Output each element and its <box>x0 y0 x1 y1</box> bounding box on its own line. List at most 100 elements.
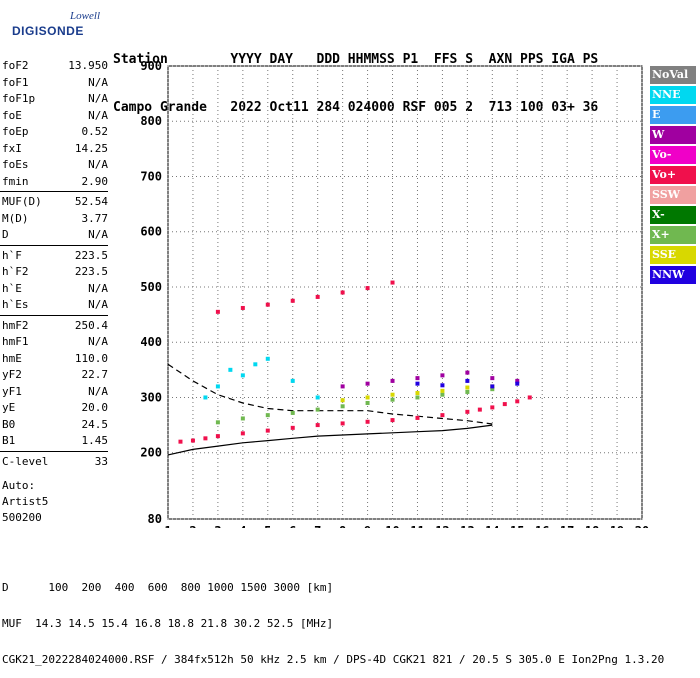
header-values: Campo Grande 2022 Oct11 284 024000 RSF 0… <box>113 100 599 115</box>
data-point <box>290 410 295 415</box>
param-row: yF2 22.7 <box>2 367 108 383</box>
footer-d-row: D 100 200 400 600 800 1000 1500 3000 [km… <box>2 581 334 594</box>
param-value: 22.7 <box>81 368 109 381</box>
data-point <box>515 399 520 404</box>
data-point <box>215 434 220 439</box>
x-tick-label: 13 <box>460 524 474 528</box>
param-name: foE <box>2 108 22 122</box>
param-value: 13.950 <box>68 59 108 72</box>
x-tick-label: 9 <box>364 524 371 528</box>
data-point <box>440 373 445 378</box>
logo-line1: Lowell <box>70 10 100 22</box>
param-value: 1.45 <box>81 434 109 447</box>
auto-line: Auto: <box>2 479 36 492</box>
x-tick-label: 15 <box>510 524 524 528</box>
y-tick-label: 800 <box>140 114 162 128</box>
data-point <box>240 416 245 421</box>
param-row: MUF(D) 52.54 <box>2 194 108 210</box>
legend-item: NoVal <box>650 66 696 84</box>
data-point <box>203 395 208 400</box>
data-point <box>415 376 420 381</box>
param-row: D N/A <box>2 227 108 243</box>
data-point <box>190 438 195 443</box>
param-row: foF1p N/A <box>2 91 108 107</box>
param-value: N/A <box>88 298 108 311</box>
param-value: N/A <box>88 384 108 398</box>
x-tick-label: 1 <box>164 524 171 528</box>
param-value: 20.0 <box>81 401 109 414</box>
data-point <box>253 362 258 367</box>
data-point <box>340 384 345 389</box>
param-name: hmF1 <box>2 335 29 348</box>
param-row: fmin 2.90 <box>2 174 108 190</box>
param-name: h`F <box>2 248 22 262</box>
y-tick-label: 200 <box>140 446 162 460</box>
param-row: foEs N/A <box>2 157 108 173</box>
param-row: B0 24.5 <box>2 417 108 433</box>
logo-line2: DIGISONDE <box>12 24 84 38</box>
x-tick-label: 16 <box>535 524 549 528</box>
data-point <box>240 305 245 310</box>
data-point <box>440 392 445 397</box>
legend: NoVal NNE E W Vo- Vo+ SSW X- X+ SSE NNW <box>650 66 696 286</box>
param-value: N/A <box>88 92 108 105</box>
data-point <box>315 294 320 299</box>
param-value: 14.25 <box>74 141 108 155</box>
param-value: 250.4 <box>74 318 108 332</box>
param-value: N/A <box>88 228 108 241</box>
legend-item: X- <box>650 206 696 224</box>
param-name: B1 <box>2 434 16 447</box>
data-point <box>290 378 295 383</box>
x-tick-label: 20 <box>635 524 649 528</box>
param-row: h`F 223.5 <box>2 248 108 264</box>
data-point <box>178 439 183 444</box>
param-name: foF1p <box>2 92 36 105</box>
station-header: Station YYYY DAY DDD HHMMSS P1 FFS S AXN… <box>113 20 693 132</box>
data-point <box>465 378 470 383</box>
x-tick-label: 19 <box>610 524 624 528</box>
data-point <box>390 378 395 383</box>
auto-line: 500200 <box>2 511 42 524</box>
data-point <box>315 395 320 400</box>
param-name: M(D) <box>2 211 29 225</box>
param-row: h`F2 223.5 <box>2 264 108 280</box>
data-point <box>203 436 208 441</box>
data-point <box>527 395 532 400</box>
data-point <box>440 383 445 388</box>
param-value: 33 <box>94 454 108 468</box>
param-value: 110.0 <box>74 351 108 365</box>
data-point <box>515 381 520 386</box>
x-tick-label: 8 <box>339 524 346 528</box>
data-point <box>340 404 345 409</box>
param-value: 52.54 <box>74 195 108 208</box>
data-point <box>465 409 470 414</box>
data-point <box>365 286 370 291</box>
data-point <box>502 402 507 407</box>
axis-ticks: 1234567891011121314151617181920802003004… <box>140 59 649 528</box>
param-value: N/A <box>88 158 108 171</box>
param-name: foEp <box>2 125 29 138</box>
param-value: 3.77 <box>81 211 109 225</box>
y-tick-label: 400 <box>140 335 162 349</box>
data-point <box>465 370 470 375</box>
param-name: h`E <box>2 281 22 295</box>
data-point <box>365 400 370 405</box>
data-point <box>440 413 445 418</box>
y-tick-label: 900 <box>140 59 162 73</box>
data-point <box>415 415 420 420</box>
data-point <box>390 392 395 397</box>
param-name: foF2 <box>2 59 29 72</box>
param-row: h`E N/A <box>2 281 108 297</box>
data-point <box>265 428 270 433</box>
legend-item: SSE <box>650 246 696 264</box>
data-point <box>390 418 395 423</box>
data-point <box>365 419 370 424</box>
param-value: 223.5 <box>74 265 108 278</box>
param-name: MUF(D) <box>2 195 42 208</box>
data-point <box>440 388 445 393</box>
param-separator <box>0 450 108 452</box>
legend-item: W <box>650 126 696 144</box>
lowell-digisonde-logo: Lowell DIGISONDE <box>4 4 104 44</box>
param-separator <box>0 191 108 192</box>
data-point <box>465 389 470 394</box>
